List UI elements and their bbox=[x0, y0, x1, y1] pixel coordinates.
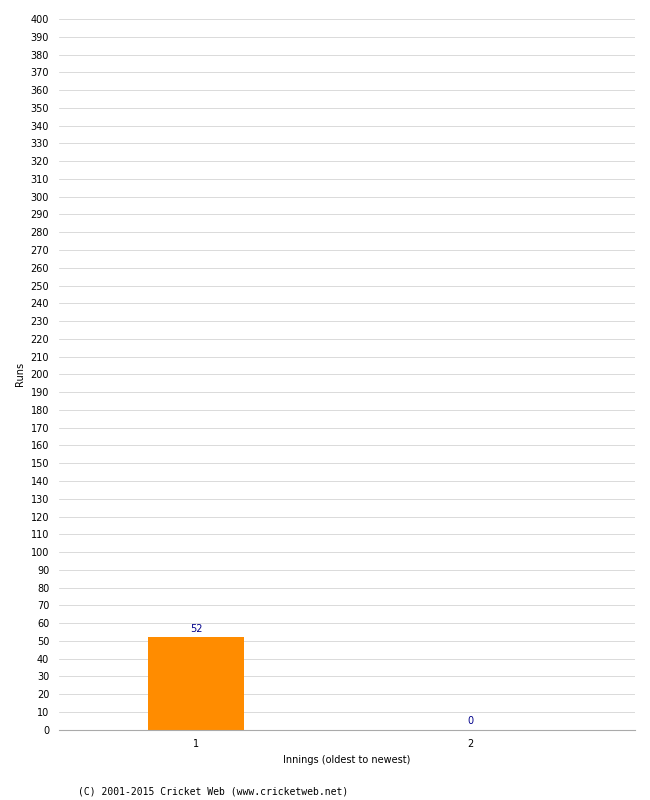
X-axis label: Innings (oldest to newest): Innings (oldest to newest) bbox=[283, 755, 411, 765]
Text: (C) 2001-2015 Cricket Web (www.cricketweb.net): (C) 2001-2015 Cricket Web (www.cricketwe… bbox=[78, 786, 348, 796]
Text: 52: 52 bbox=[190, 624, 202, 634]
Bar bbox=[148, 638, 244, 730]
Text: 0: 0 bbox=[467, 716, 473, 726]
Y-axis label: Runs: Runs bbox=[15, 362, 25, 386]
